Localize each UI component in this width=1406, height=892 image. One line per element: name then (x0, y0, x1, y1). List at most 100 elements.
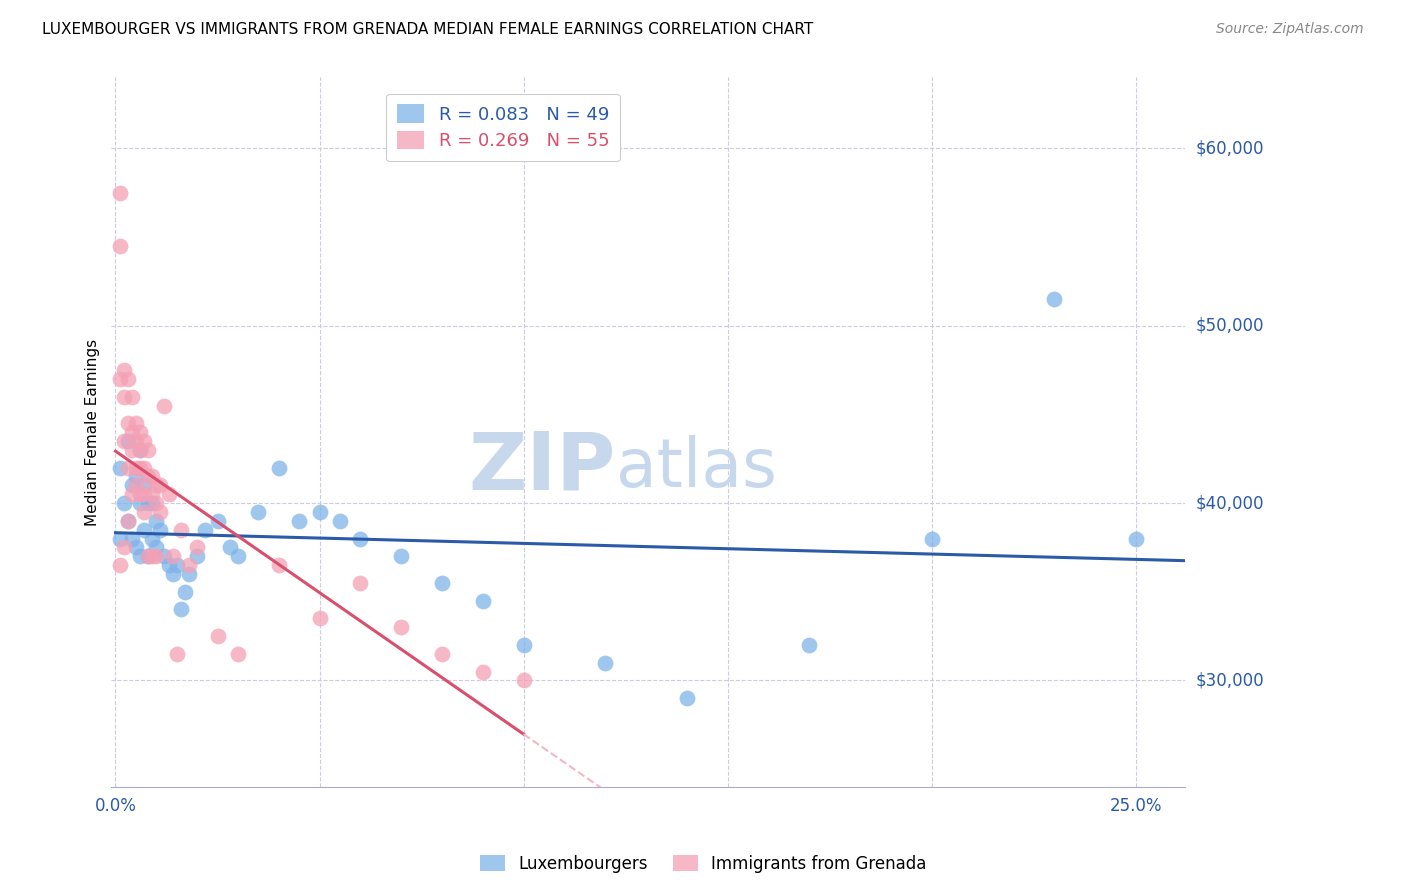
Point (108, 558, 131, 573)
Legend: Luxembourgers, Immigrants from Grenada: Luxembourgers, Immigrants from Grenada (472, 848, 934, 880)
Point (125, 469, 148, 483)
Point (132, 487, 155, 501)
Point (129, 487, 152, 501)
Point (132, 460, 155, 475)
Point (170, 602, 193, 616)
Point (207, 514, 229, 528)
Y-axis label: Median Female Earnings: Median Female Earnings (86, 339, 100, 525)
Point (136, 469, 159, 483)
Point (136, 496, 159, 510)
Point (121, 487, 143, 501)
Point (121, 442, 143, 457)
Point (170, 523, 193, 537)
Point (117, 372, 139, 386)
Point (349, 532, 371, 546)
Point (349, 575, 371, 590)
Point (308, 611, 330, 625)
Point (108, 372, 131, 386)
Point (267, 460, 290, 475)
Point (141, 469, 163, 483)
Point (153, 399, 176, 413)
Point (141, 496, 163, 510)
Point (153, 549, 176, 564)
Point (149, 478, 172, 492)
Point (471, 593, 494, 607)
Point (117, 514, 139, 528)
Point (329, 514, 352, 528)
Point (129, 442, 152, 457)
Point (157, 558, 180, 573)
Legend: R = 0.083   N = 49, R = 0.269   N = 55: R = 0.083 N = 49, R = 0.269 N = 55 (387, 94, 620, 161)
Point (125, 417, 148, 431)
Point (676, 691, 699, 706)
Point (129, 442, 152, 457)
Point (512, 673, 534, 688)
Point (247, 505, 270, 519)
Point (149, 523, 172, 537)
Point (145, 541, 167, 555)
Point (129, 425, 152, 439)
Point (1125, 532, 1147, 546)
Point (141, 532, 163, 546)
Point (267, 558, 290, 573)
Point (121, 390, 143, 404)
Point (162, 567, 184, 582)
Point (593, 656, 616, 670)
Point (132, 434, 155, 448)
Point (389, 549, 412, 564)
Point (186, 549, 208, 564)
Point (226, 549, 249, 564)
Point (108, 239, 131, 253)
Point (173, 584, 195, 599)
Point (132, 505, 155, 519)
Point (145, 514, 167, 528)
Point (149, 505, 172, 519)
Point (121, 425, 143, 439)
Point (1043, 292, 1066, 306)
Point (129, 496, 152, 510)
Text: $50,000: $50,000 (1197, 317, 1264, 334)
Text: $30,000: $30,000 (1197, 672, 1264, 690)
Point (117, 417, 139, 431)
Point (112, 541, 135, 555)
Point (121, 478, 143, 492)
Text: LUXEMBOURGER VS IMMIGRANTS FROM GRENADA MEDIAN FEMALE EARNINGS CORRELATION CHART: LUXEMBOURGER VS IMMIGRANTS FROM GRENADA … (42, 22, 814, 37)
Point (430, 647, 453, 661)
Point (145, 478, 167, 492)
Point (166, 647, 188, 661)
Point (166, 558, 188, 573)
Point (389, 620, 412, 634)
Point (129, 549, 152, 564)
Point (141, 549, 163, 564)
Point (112, 496, 135, 510)
Point (121, 532, 143, 546)
Point (108, 532, 131, 546)
Point (117, 434, 139, 448)
Point (194, 523, 217, 537)
Point (125, 460, 148, 475)
Point (117, 460, 139, 475)
Point (145, 496, 167, 510)
Point (177, 567, 200, 582)
Point (136, 549, 159, 564)
Point (108, 460, 131, 475)
Point (129, 460, 152, 475)
Point (117, 514, 139, 528)
Point (112, 363, 135, 377)
Point (218, 541, 240, 555)
Point (162, 549, 184, 564)
Point (308, 505, 330, 519)
Point (512, 638, 534, 652)
Point (430, 575, 453, 590)
Point (125, 478, 148, 492)
Point (132, 478, 155, 492)
Point (112, 390, 135, 404)
Point (112, 434, 135, 448)
Point (125, 541, 148, 555)
Text: atlas: atlas (616, 434, 776, 500)
Point (207, 629, 229, 643)
Point (141, 487, 163, 501)
Text: ZIP: ZIP (468, 429, 616, 507)
Point (288, 514, 311, 528)
Point (471, 665, 494, 679)
